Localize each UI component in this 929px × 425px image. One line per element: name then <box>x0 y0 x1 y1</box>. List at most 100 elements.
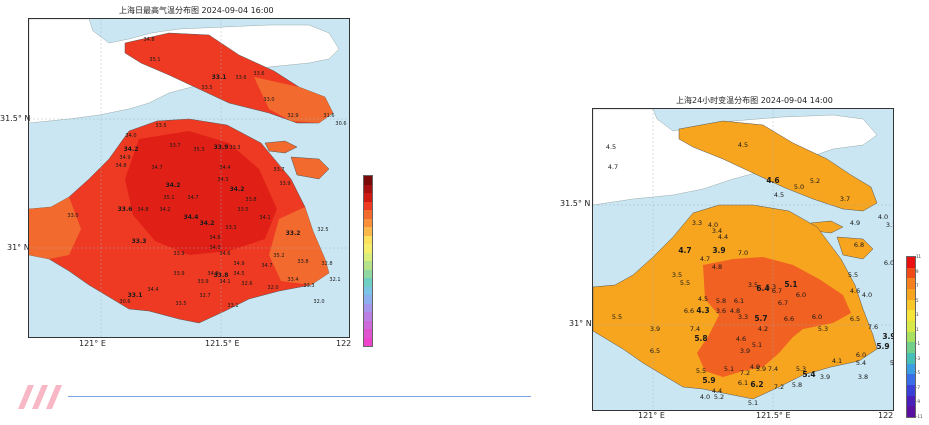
value-label: 7.4 <box>768 365 778 373</box>
value-label: 34.8 <box>115 163 126 169</box>
value-label: 33.5 <box>201 85 212 91</box>
colorbar-swatch <box>364 210 372 219</box>
left-lon-121-5: 121.5° E <box>205 339 240 348</box>
value-label: 4.2 <box>758 325 768 333</box>
colorbar-swatch <box>364 295 372 304</box>
colorbar-swatch <box>364 227 372 236</box>
value-label: 33.3 <box>303 283 314 289</box>
value-label: 5.8 <box>716 297 726 305</box>
value-label: 4.0 <box>878 213 888 221</box>
value-label: 7.6 <box>868 323 878 331</box>
value-label: 35.1 <box>163 195 174 201</box>
right-small-island2 <box>836 236 874 260</box>
value-label: 3.5 <box>748 281 758 289</box>
value-label: 3.1 <box>886 221 893 229</box>
value-label: 5.1 <box>748 399 758 407</box>
value-label: 5.4 <box>856 359 866 367</box>
right-map-canvas: 4.54.54.74.65.05.24.53.74.94.03.13.34.03… <box>593 109 893 410</box>
value-label: 4.5 <box>774 191 784 199</box>
left-map-title: 上海日最高气温分布图 2024-09-04 16:00 <box>119 6 274 15</box>
value-label: 5.7 <box>754 314 767 323</box>
colorbar-swatch <box>907 395 915 407</box>
left-map-canvas: 34.835.133.1 33.633.633.533.032.9 31.630.6… <box>29 19 349 337</box>
colorbar-tick: -7 <box>916 384 920 390</box>
colorbar-swatch <box>364 320 372 329</box>
right-colorbar-ticks: 11 9 7 5 3 1 -1 -3 -5 -7 -9 -11 <box>916 254 929 419</box>
colorbar-swatch <box>364 176 372 185</box>
value-label: 3.4 <box>712 227 722 235</box>
colorbar-swatch <box>364 286 372 295</box>
divider-line <box>68 396 531 397</box>
value-label: 4.6 <box>766 176 779 185</box>
right-lon-121: 121° E <box>638 411 665 420</box>
right-grid <box>593 109 893 410</box>
right-map-frame: 4.54.54.74.65.05.24.53.74.94.03.13.34.03… <box>592 108 894 411</box>
value-label: 5.5 <box>612 313 622 321</box>
value-label: 5.3 <box>766 283 776 291</box>
value-label: 33.7 <box>273 167 284 173</box>
value-label: 33.5 <box>175 301 186 307</box>
value-label: 4.7 <box>678 246 691 255</box>
value-label: 34.2 <box>230 186 245 193</box>
colorbar-swatch <box>907 278 915 290</box>
colorbar-swatch <box>907 363 915 375</box>
colorbar-swatch <box>907 299 915 311</box>
left-map: 上海日最高气温分布图 2024-09-04 16:00 <box>0 0 380 380</box>
value-label: 34.7 <box>261 263 272 269</box>
value-label: 4.8 <box>730 307 740 315</box>
value-label: 6.2 <box>750 380 763 389</box>
value-label: 34.4 <box>219 165 230 171</box>
value-label: 33.3 <box>229 145 240 151</box>
value-label: 33.1 <box>212 74 227 81</box>
left-map-frame: 34.8 35.1 33.1 33.6 33.6 33.5 33.0 32.9 31.6 30.6… <box>28 18 350 338</box>
value-label: 30.6 <box>119 299 130 305</box>
value-label: 34.8 <box>209 235 220 241</box>
right-map-title: 上海24小时变温分布图 2024-09-04 14:00 <box>676 96 833 105</box>
colorbar-swatch <box>364 244 372 253</box>
colorbar-tick: 1 <box>916 326 919 332</box>
value-label: 34.8 <box>207 271 218 277</box>
value-label: 3.9 <box>820 373 830 381</box>
value-label: 6.1 <box>734 297 744 305</box>
value-label: 35.1 <box>149 57 160 63</box>
value-label: 4.1 <box>832 357 842 365</box>
colorbar-swatch <box>364 218 372 227</box>
colorbar-tick: 9 <box>916 268 919 274</box>
value-label: 33.1 <box>227 303 238 309</box>
value-label: 3.3 <box>692 219 702 227</box>
left-grid <box>29 19 349 337</box>
colorbar-swatch <box>364 337 372 346</box>
value-label: 6.5 <box>850 315 860 323</box>
right-map: 上海24小时变温分布图 2024-09-04 14:00 4.5 4.5 4.7 4.… <box>560 90 929 425</box>
colorbar-tick: -1 <box>916 341 920 347</box>
value-label: 5.5 <box>696 367 706 375</box>
colorbar-swatch <box>907 353 915 364</box>
colorbar-swatch <box>907 257 915 268</box>
value-label: 5.1 <box>752 341 762 349</box>
value-label: 33.6 <box>118 206 133 213</box>
value-label: 30.6 <box>335 121 346 127</box>
value-label: 6.1 <box>738 379 748 387</box>
value-label: 34.1 <box>259 215 270 221</box>
colorbar-tick: 5 <box>916 297 919 303</box>
left-small-island <box>264 140 298 154</box>
right-island <box>678 120 878 212</box>
value-label: 34.9 <box>233 261 244 267</box>
value-label: 5.9 <box>890 359 893 367</box>
colorbar-swatch <box>907 310 915 322</box>
value-label: 3.5 <box>672 271 682 279</box>
value-label: 5.5 <box>848 271 858 279</box>
value-label: 5.2 <box>810 177 820 185</box>
value-label: 33.8 <box>297 259 308 265</box>
value-label: 6.0 <box>796 291 806 299</box>
colorbar-swatch <box>364 312 372 321</box>
left-cool-edge <box>269 207 329 285</box>
value-label: 6.0 <box>884 259 893 267</box>
value-label: 4.5 <box>606 143 616 151</box>
colorbar-swatch <box>364 235 372 244</box>
right-high-zone <box>697 257 851 377</box>
value-label: 33.9 <box>279 181 290 187</box>
left-lon-122: 122 <box>336 339 352 348</box>
value-label: 7.0 <box>738 249 748 257</box>
value-label: 33.1 <box>128 292 143 299</box>
